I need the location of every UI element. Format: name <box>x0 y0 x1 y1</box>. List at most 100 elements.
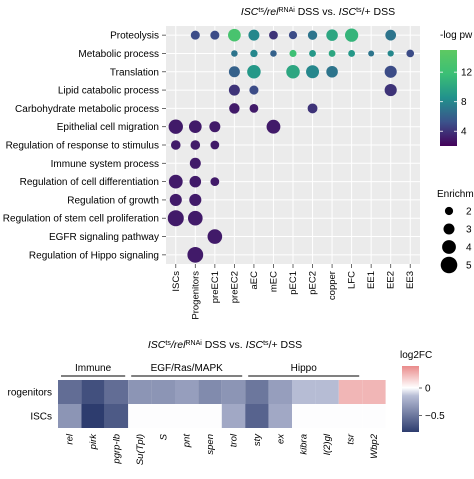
gene-label: l(2)gl <box>322 433 333 455</box>
row-label: Regulation of response to stimulus <box>6 141 159 152</box>
data-point <box>187 246 204 263</box>
data-point <box>210 177 220 186</box>
heatmap-legend-bar <box>402 366 419 432</box>
heatmap-cell <box>81 404 105 428</box>
chart-title: ISCts/relRNAi DSS vs. ISCts/+ DSS <box>241 6 395 18</box>
title-part: ts <box>165 340 171 347</box>
data-point <box>406 49 415 58</box>
row-label: Translation <box>110 67 159 78</box>
data-point <box>307 30 318 40</box>
heatmap-legend-title: log2FC <box>400 350 432 361</box>
column-label: aEC <box>249 271 260 290</box>
data-point <box>168 174 183 189</box>
data-point <box>306 65 320 79</box>
row-label: Regulation of Hippo signaling <box>29 250 159 261</box>
data-point <box>210 30 220 40</box>
heatmap-cell <box>58 404 82 428</box>
data-point <box>270 50 277 57</box>
data-point <box>384 84 397 97</box>
gene-label: kibra <box>299 434 310 455</box>
heatmap-cell <box>338 380 363 404</box>
title-part: DSS <box>202 339 229 351</box>
data-point <box>169 193 182 206</box>
data-point <box>189 175 202 188</box>
data-point <box>190 140 201 150</box>
row-label: Carbohydrate metabolic process <box>15 104 159 115</box>
title-part: ISC <box>243 339 264 351</box>
heatmap-cell <box>221 380 246 404</box>
heatmap-row-label: ISCs <box>30 412 52 423</box>
heatmap-cell <box>268 380 292 404</box>
group-label: Immune <box>75 363 112 374</box>
gene-label: pnt <box>182 434 193 449</box>
data-point <box>384 65 397 78</box>
color-legend-title: -log pw <box>440 30 473 41</box>
title-part: RNAi <box>185 340 202 347</box>
data-point <box>229 103 240 114</box>
row-label: Lipid catabolic process <box>58 86 159 97</box>
data-point <box>231 50 238 57</box>
heatmap-row-label: rogenitors <box>8 388 52 399</box>
data-point <box>248 29 260 41</box>
heatmap-cell <box>221 404 246 428</box>
heatmap-legend-label: 0 <box>425 384 431 395</box>
title-part: vs. <box>229 339 242 351</box>
heatmap-cell <box>315 380 339 404</box>
data-point <box>326 65 338 78</box>
heatmap-cell <box>245 404 269 428</box>
size-legend-label: 4 <box>466 243 472 254</box>
title-part: DSS <box>295 6 322 18</box>
column-label: EE3 <box>405 271 416 289</box>
dot-plot: ISCts/relRNAi DSS vs. ISCts/+ DSSProteol… <box>3 6 474 320</box>
row-label: Epithelial cell migration <box>57 122 159 133</box>
color-legend-label: 4 <box>461 127 467 138</box>
heatmap-cell <box>151 380 175 404</box>
column-label: ISCs <box>171 271 182 292</box>
title-part: RNAi <box>278 7 295 14</box>
data-point <box>250 49 258 58</box>
column-label: LFC <box>347 271 358 289</box>
gene-label: ex <box>275 433 286 444</box>
column-label: preEC2 <box>229 271 240 303</box>
data-point <box>190 30 200 40</box>
row-label: Immune system process <box>51 159 159 170</box>
data-point <box>228 66 240 78</box>
heatmap-cell <box>58 380 82 404</box>
data-point <box>228 84 240 96</box>
data-point <box>188 120 202 134</box>
title-part: /+ DSS <box>362 6 396 18</box>
size-legend-dot <box>440 256 458 274</box>
gene-label: Su(Tpl) <box>135 434 146 465</box>
data-point <box>289 49 297 58</box>
heatmap-cell <box>292 380 316 404</box>
gene-label: S <box>158 433 169 440</box>
heatmap-cell <box>268 404 292 428</box>
chart-title: ISCts/relRNAi DSS vs. ISCts/+ DSS <box>148 339 302 351</box>
size-legend-label: 2 <box>466 207 472 218</box>
heatmap-cell <box>104 404 129 428</box>
data-point <box>286 65 300 79</box>
data-point <box>309 50 316 57</box>
data-point <box>247 65 261 79</box>
heatmap-cell <box>362 404 386 428</box>
row-label: Regulation of stem cell proliferation <box>3 214 159 225</box>
column-label: preEC1 <box>210 271 221 303</box>
title-part: ISC <box>336 6 357 18</box>
title-part: ts <box>356 7 362 14</box>
title-part: vs. <box>322 6 335 18</box>
data-point <box>368 50 375 57</box>
color-legend-label: 8 <box>461 97 467 108</box>
size-legend-label: 5 <box>466 261 472 272</box>
title-part: ISC <box>148 339 166 351</box>
column-label: pEC2 <box>308 271 319 295</box>
gene-label: Wbp2 <box>369 433 380 459</box>
gene-label: pgrp-lb <box>112 434 123 465</box>
data-point <box>326 29 338 41</box>
column-label: EE1 <box>366 271 377 289</box>
size-legend-dot <box>443 223 455 235</box>
data-point <box>168 119 183 134</box>
gene-label: pirk <box>88 433 99 451</box>
title-part: ts <box>263 340 269 347</box>
